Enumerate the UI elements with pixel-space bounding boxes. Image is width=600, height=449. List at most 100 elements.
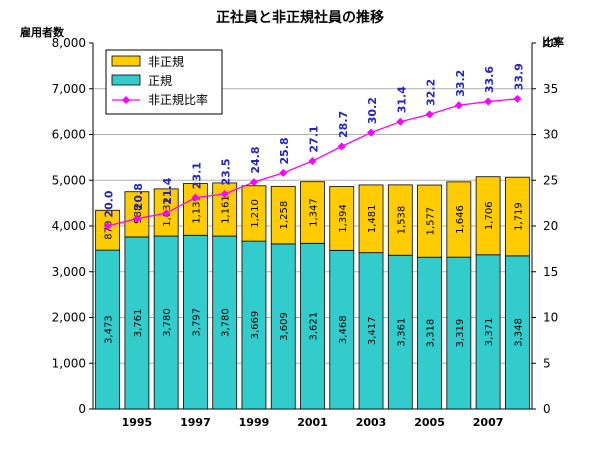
bar-regular <box>241 240 267 410</box>
left-tick-label: 3,000 <box>52 265 86 279</box>
bar-regular-label: 3,361 <box>396 318 407 347</box>
ratio-label: 33.6 <box>483 66 496 93</box>
bar-regular-label: 3,417 <box>367 317 378 346</box>
x-tick-label: 2003 <box>356 416 387 429</box>
right-axis-title: 比率 <box>542 35 564 49</box>
right-tick-label: 25 <box>543 173 558 187</box>
bar-irregular <box>124 191 150 238</box>
ratio-label: 20.8 <box>132 183 145 210</box>
bar-irregular-label: 988 <box>133 205 144 224</box>
left-tick-label: 0 <box>78 402 86 416</box>
ratio-label: 23.5 <box>220 158 233 185</box>
bar-irregular-label: 1,719 <box>513 202 524 231</box>
ratio-marker <box>484 97 493 106</box>
stacked-bars <box>95 176 530 410</box>
ratio-label: 33.9 <box>512 63 525 90</box>
bar-regular <box>417 256 442 410</box>
right-axis-ticks: 0 5 10 15 20 25 30 35 40 <box>532 36 558 416</box>
bar-regular <box>95 249 121 410</box>
bar-irregular-label: 1,706 <box>484 201 495 230</box>
bar-regular-label: 3,318 <box>426 319 437 348</box>
bar-irregular-label: 1,646 <box>455 205 466 234</box>
right-tick-label: 0 <box>543 402 551 416</box>
bar-irregular-label: 1,161 <box>221 195 232 224</box>
legend-label-regular: 正規 <box>148 73 172 88</box>
right-tick-label: 5 <box>543 356 551 370</box>
bar-regular-label: 3,371 <box>484 318 495 347</box>
ratio-marker <box>337 142 346 151</box>
left-axis-ticks: 0 1,000 2,000 3,000 4,000 5,000 6,000 7,000 8,00… <box>52 36 93 416</box>
ratio-label: 27.1 <box>308 125 321 152</box>
bar-regular-label: 3,780 <box>162 308 173 337</box>
bar-regular-label: 3,319 <box>455 319 466 348</box>
left-tick-label: 8,000 <box>52 36 86 50</box>
bar-irregular-label: 1,258 <box>279 201 290 230</box>
ratio-label: 24.8 <box>249 147 262 174</box>
ratio-marker <box>249 178 258 187</box>
x-tick-label: 2007 <box>473 416 504 429</box>
bar-irregular <box>417 184 442 258</box>
bar-regular-label: 3,780 <box>221 308 232 337</box>
bar-irregular-label: 1,139 <box>191 195 202 224</box>
left-tick-label: 4,000 <box>52 219 86 233</box>
ratio-label: 25.8 <box>278 137 291 164</box>
bar-irregular-label: 1,481 <box>367 204 378 233</box>
ratio-marker <box>132 214 141 223</box>
bar-regular <box>153 235 179 410</box>
bar-regular-label: 3,621 <box>309 312 320 341</box>
bar-regular <box>358 252 384 410</box>
bar-regular <box>387 254 413 410</box>
bar-irregular <box>358 184 384 254</box>
left-axis-title: 雇用者数 <box>20 25 65 39</box>
bar-irregular <box>475 176 501 256</box>
right-tick-label: 15 <box>543 265 558 279</box>
right-tick-label: 20 <box>543 219 558 233</box>
chart-title: 正社員と非正規社員の推移 <box>216 9 384 26</box>
bar-regular-label: 3,669 <box>250 311 261 340</box>
ratio-marker <box>425 110 434 119</box>
ratio-marker <box>308 157 317 166</box>
legend-swatch-ratio-marker <box>122 96 130 104</box>
bar-irregular <box>300 181 325 244</box>
x-tick-label: 2005 <box>414 416 445 429</box>
legend-label-irregular: 非正規 <box>148 54 184 69</box>
bar-regular-label: 3,468 <box>338 315 349 344</box>
right-tick-label: 30 <box>543 128 558 142</box>
bar-regular <box>124 236 150 410</box>
bar-regular <box>183 234 208 410</box>
left-tick-label: 1,000 <box>52 356 86 370</box>
bar-regular <box>300 242 325 410</box>
legend: 非正規 正規 非正規比率 <box>105 49 223 115</box>
ratio-marker <box>513 94 522 103</box>
bar-regular <box>270 243 296 410</box>
legend-swatch-irregular <box>111 55 141 67</box>
bar-irregular-label: 1,394 <box>338 204 349 233</box>
legend-swatch-regular <box>111 74 141 86</box>
ratio-label: 31.4 <box>395 86 408 113</box>
x-tick-label: 2001 <box>297 416 328 429</box>
bar-irregular <box>183 183 208 236</box>
bar-regular-label: 3,348 <box>513 318 524 347</box>
ratio-marker <box>220 189 229 198</box>
ratio-label: 28.7 <box>337 111 350 138</box>
bar-irregular <box>504 176 530 257</box>
ratio-label: 20.0 <box>103 190 116 217</box>
bar-irregular <box>387 184 413 256</box>
ratio-label: 33.2 <box>454 70 467 97</box>
right-tick-label: 35 <box>543 82 558 96</box>
bar-irregular-label: 1,538 <box>396 206 407 235</box>
ratio-marker <box>103 222 112 230</box>
bar-regular <box>446 256 472 410</box>
bar-irregular-label: 1,577 <box>426 207 437 236</box>
bar-irregular <box>95 209 121 251</box>
ratio-label: 30.2 <box>366 97 379 124</box>
bar-irregular <box>241 185 267 242</box>
ratio-marker <box>454 101 463 110</box>
bar-regular-label: 3,473 <box>104 315 115 344</box>
bar-irregular-label: 1,210 <box>250 199 261 228</box>
left-tick-label: 2,000 <box>52 311 86 325</box>
x-axis-ticks: 1995 1997 1999 2001 2003 2005 2007 <box>122 416 504 429</box>
bar-irregular-label: 1,347 <box>309 198 320 227</box>
ratio-marker <box>367 128 376 137</box>
